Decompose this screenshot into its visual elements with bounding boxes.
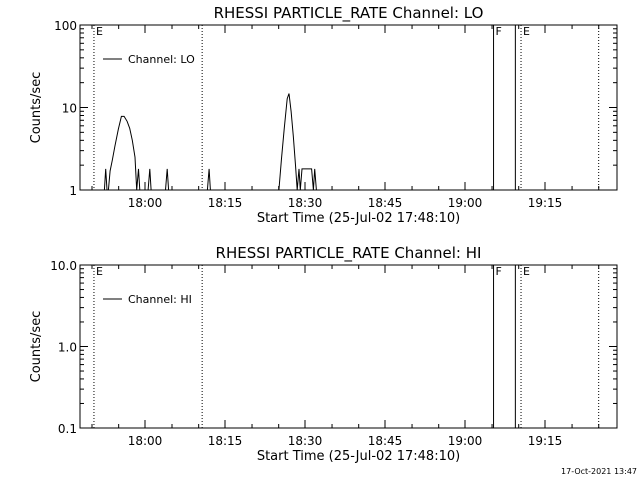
plot-frame	[79, 24, 618, 191]
marker-label: F	[496, 25, 502, 38]
marker-label: F	[496, 265, 502, 278]
marker-label: E	[523, 265, 530, 278]
y-tick-label: 1	[69, 184, 77, 198]
x-tick-label: 18:30	[288, 434, 323, 448]
x-axis-label: Start Time (25-Jul-02 17:48:10)	[257, 211, 460, 226]
x-tick-label: 19:15	[528, 434, 563, 448]
x-tick-label: 18:30	[288, 196, 323, 210]
x-axis-label: Start Time (25-Jul-02 17:48:10)	[257, 449, 460, 464]
x-tick-label: 18:45	[368, 434, 403, 448]
marker-label: E	[96, 25, 103, 38]
legend-label: Channel: LO	[128, 53, 195, 66]
chart-panel-hi: RHESSI PARTICLE_RATE Channel: HI 18:00 18:…	[29, 244, 618, 464]
x-tick-label: 19:00	[448, 196, 483, 210]
chart-title: RHESSI PARTICLE_RATE Channel: LO	[214, 4, 484, 23]
plot-frame	[79, 264, 618, 429]
y-tick-label: 10	[62, 102, 77, 116]
x-tick-label: 19:00	[448, 434, 483, 448]
y-tick-label: 100	[54, 19, 77, 33]
x-tick-label: 18:15	[208, 196, 243, 210]
x-tick-label: 19:15	[528, 196, 563, 210]
y-axis-label: Counts/sec	[29, 311, 44, 383]
timestamp-text: 17-Oct-2021 13:47	[561, 467, 637, 476]
chart-title: RHESSI PARTICLE_RATE Channel: HI	[216, 244, 482, 263]
x-tick-label: 18:15	[208, 434, 243, 448]
series-line-1	[103, 93, 317, 191]
y-axis-label: Counts/sec	[29, 72, 44, 144]
legend-label: Channel: HI	[128, 293, 192, 306]
marker-label: E	[523, 25, 530, 38]
x-tick-label: 18:00	[128, 434, 163, 448]
y-tick-label: 10.0	[50, 259, 77, 273]
marker-label: E	[96, 265, 103, 278]
x-tick-label: 18:00	[128, 196, 163, 210]
x-tick-label: 18:45	[368, 196, 403, 210]
y-tick-label: 0.1	[58, 422, 77, 436]
y-tick-label: 1.0	[58, 341, 77, 355]
chart-panel-lo: RHESSI PARTICLE_RATE Channel: LO 18:00 18:…	[29, 4, 618, 226]
